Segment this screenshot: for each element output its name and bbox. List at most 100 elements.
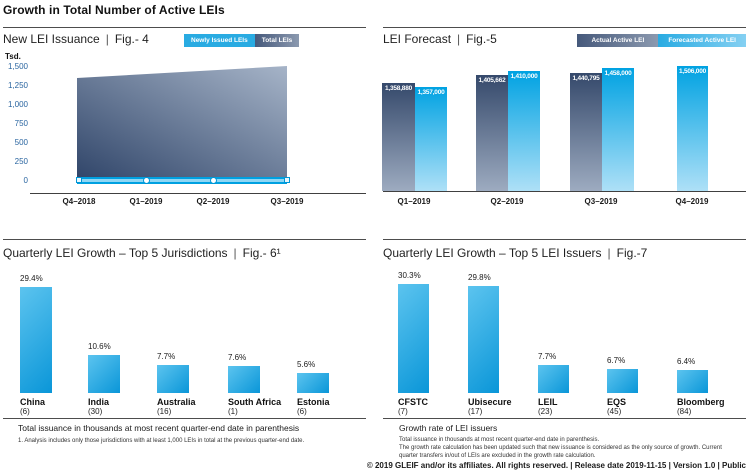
fig4-ytick-3: 750 <box>14 119 28 128</box>
fig4-marker-2 <box>210 177 217 184</box>
fig7-category-bloomberg: Bloomberg <box>677 397 725 407</box>
fig7-footnote-line2: The growth rate calculation has been upd… <box>399 445 722 459</box>
divider-top-left <box>3 27 366 28</box>
divider-bottom-left <box>3 418 366 419</box>
fig4-xlabel-1: Q1–2019 <box>129 197 163 206</box>
fig6-category-southafrica: South Africa <box>228 397 282 407</box>
fig4-heading: New LEI Issuance | Fig.- 4 <box>3 32 149 46</box>
fig6-bar-australia <box>157 365 189 393</box>
fig4-xlabel-3: Q3–2019 <box>270 197 304 206</box>
fig4-newly-issued-band <box>77 177 287 184</box>
fig4-marker-0 <box>76 177 82 183</box>
fig4-heading-separator: | <box>105 32 109 46</box>
fig7-footnote-heading: Growth rate of LEI issuers <box>399 423 498 433</box>
page-title: Growth in Total Number of Active LEIs <box>3 3 225 17</box>
fig7-count-leil: (23) <box>538 407 553 416</box>
divider-bottom-right <box>383 418 746 419</box>
fig6-value-estonia: 5.6% <box>297 360 316 369</box>
fig4-marker-1 <box>143 177 150 184</box>
fig6-footnote-main: Total issuance in thousands at most rece… <box>18 423 300 433</box>
fig4-ytick-6: 0 <box>23 176 28 185</box>
fig6-count-estonia: (6) <box>297 407 307 416</box>
fig4-ytick-0: 1,500 <box>7 62 28 71</box>
fig6-heading: Quarterly LEI Growth – Top 5 Jurisdictio… <box>3 246 281 260</box>
fig6-category-china: China <box>20 397 46 407</box>
fig4-legend-newly-issued: Newly Issued LEIs <box>184 34 255 47</box>
fig5-bar-q12019-actual-value: 1,358,880 <box>384 85 413 92</box>
fig4-legend: Newly Issued LEIs Total LEIs <box>184 34 300 47</box>
fig6-count-china: (6) <box>20 407 30 416</box>
fig7-bar-ubisecure <box>468 286 499 393</box>
divider-top-right <box>383 27 746 28</box>
fig5-bar-q22019-actual: 1,405,662 <box>476 75 508 191</box>
fig7-count-eqs: (45) <box>607 407 622 416</box>
fig7-value-cfstc: 30.3% <box>398 271 421 280</box>
fig7-count-ubisecure: (17) <box>468 407 483 416</box>
fig6-count-southafrica: (1) <box>228 407 238 416</box>
fig5-xlabel-1: Q2–2019 <box>490 197 524 206</box>
fig5-x-axis <box>383 191 746 192</box>
fig5-legend-actual: Actual Active LEI <box>577 34 659 47</box>
fig5-heading: LEI Forecast | Fig.-5 <box>383 32 497 46</box>
fig5-xlabel-3: Q4–2019 <box>675 197 709 206</box>
fig4-marker-3 <box>284 177 290 183</box>
fig6-value-southafrica: 7.6% <box>228 353 247 362</box>
fig7-bar-cfstc <box>398 284 429 393</box>
fig4-total-leis-area <box>77 66 287 178</box>
fig4-figure-label: Fig.- 4 <box>114 32 149 46</box>
fig5-legend: Actual Active LEI Forecasted Active LEI <box>577 34 746 47</box>
fig6-footnote-small: 1. Analysis includes only those jurisdic… <box>18 438 305 444</box>
fig6-value-china: 29.4% <box>20 274 43 283</box>
fig5-bar-q42019-forecast: 1,506,000 <box>677 66 708 191</box>
fig7-category-ubisecure: Ubisecure <box>468 397 512 407</box>
fig4-unit-label: Tsd. <box>5 52 21 61</box>
fig5-heading-separator: | <box>457 32 461 46</box>
fig6-value-india: 10.6% <box>88 342 111 351</box>
fig5-legend-forecast: Forecasted Active LEI <box>658 34 746 47</box>
fig7-count-bloomberg: (84) <box>677 407 692 416</box>
fig7-heading-separator: | <box>607 246 611 260</box>
fig7-value-eqs: 6.7% <box>607 356 626 365</box>
fig7-bar-bloomberg <box>677 370 708 393</box>
fig4-legend-total-leis: Total LEIs <box>254 34 300 47</box>
fig4-xlabel-0: Q4–2018 <box>62 197 96 206</box>
fig4-ytick-1: 1,250 <box>7 81 28 90</box>
fig4-x-axis <box>30 193 366 194</box>
fig7-value-leil: 7.7% <box>538 352 557 361</box>
fig7-category-eqs: EQS <box>607 397 627 407</box>
fig7-value-bloomberg: 6.4% <box>677 357 696 366</box>
fig5-bar-q32019-actual-value: 1,440,795 <box>572 75 600 82</box>
fig4-ytick-4: 500 <box>14 138 28 147</box>
fig7-title: Quarterly LEI Growth – Top 5 LEI Issuers <box>383 246 602 260</box>
fig5-figure-label: Fig.-5 <box>466 32 497 46</box>
divider-mid-left <box>3 239 366 240</box>
fig6-title: Quarterly LEI Growth – Top 5 Jurisdictio… <box>3 246 228 260</box>
fig4-title: New LEI Issuance <box>3 32 100 46</box>
fig5-bar-q22019-forecast-value: 1,410,000 <box>510 73 538 80</box>
fig6-count-australia: (16) <box>157 407 172 416</box>
fig7-figure-label: Fig.-7 <box>616 246 648 260</box>
divider-mid-right <box>383 239 746 240</box>
fig6-bar-india <box>88 355 120 393</box>
fig7-count-cfstc: (7) <box>398 407 408 416</box>
fig7-value-ubisecure: 29.8% <box>468 273 491 282</box>
fig6-value-australia: 7.7% <box>157 352 176 361</box>
fig5-bar-q22019-actual-value: 1,405,662 <box>478 77 506 84</box>
fig6-figure-label: Fig.- 6¹ <box>242 246 281 260</box>
fig5-bar-q32019-forecast: 1,458,000 <box>602 68 634 191</box>
fig4-xlabel-2: Q2–2019 <box>196 197 230 206</box>
fig7-category-leil: LEIL <box>538 397 558 407</box>
fig5-bar-q12019-forecast: 1,357,000 <box>415 87 447 191</box>
fig7-footnote-line1: Total issuance in thousands at most rece… <box>399 437 600 443</box>
fig5-xlabel-2: Q3–2019 <box>584 197 618 206</box>
fig6-bar-southafrica <box>228 366 260 393</box>
fig5-bar-q32019-forecast-value: 1,458,000 <box>604 70 632 77</box>
fig6-category-india: India <box>88 397 110 407</box>
fig7-bar-leil <box>538 365 569 393</box>
fig5-bar-q12019-actual: 1,358,880 <box>382 83 415 191</box>
fig6-category-australia: Australia <box>157 397 196 407</box>
fig5-bar-q32019-actual: 1,440,795 <box>570 73 602 191</box>
fig6-count-india: (30) <box>88 407 103 416</box>
fig7-bar-eqs <box>607 369 638 393</box>
